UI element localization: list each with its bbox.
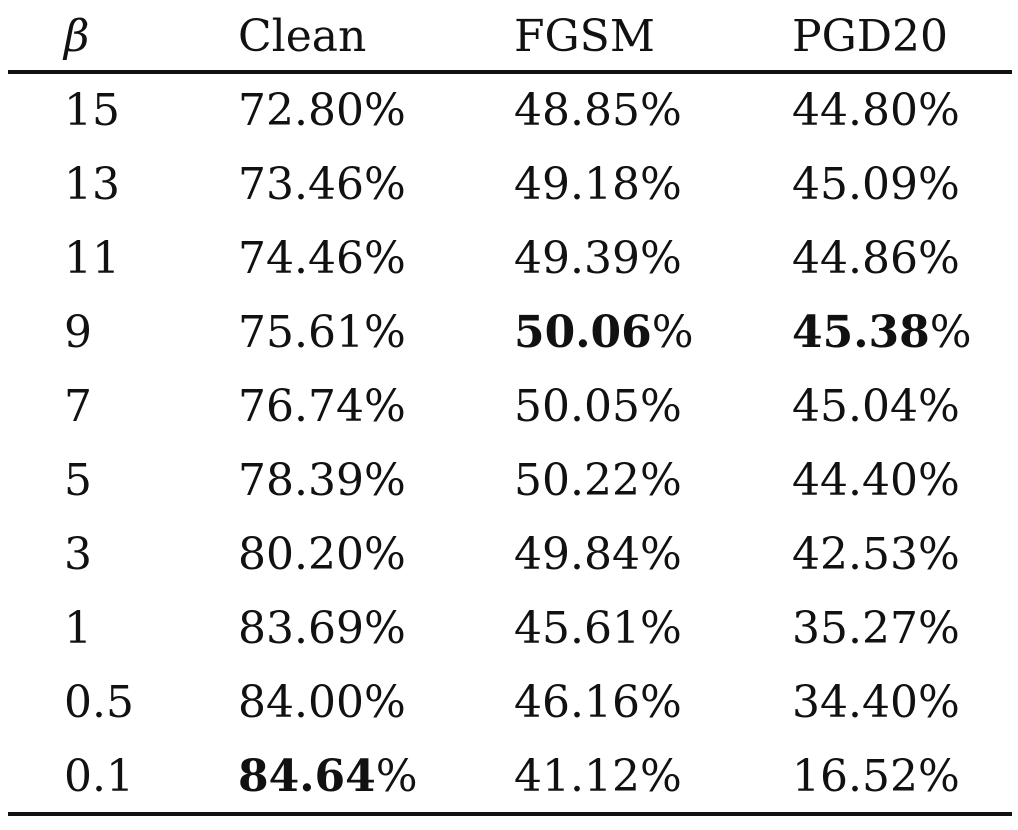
pgd20-best-percent: % [929, 307, 972, 358]
beta-cell: 0.1 [64, 751, 134, 802]
table-row: 0.1 84.64% 41.12% 16.52% [0, 740, 1018, 814]
pgd20-cell: 45.09% [792, 159, 960, 210]
beta-cell: 5 [64, 455, 92, 506]
fgsm-cell: 46.16% [514, 677, 682, 728]
clean-cell: 83.69% [238, 603, 406, 654]
table-row: 7 76.74% 50.05% 45.04% [0, 370, 1018, 444]
fgsm-best-percent: % [651, 307, 694, 358]
table-row: 9 75.61% 50.06% 45.38% [0, 296, 1018, 370]
clean-cell: 78.39% [238, 455, 406, 506]
clean-cell: 84.00% [238, 677, 406, 728]
beta-header: β [64, 11, 90, 62]
pgd20-best-number: 45.38 [792, 307, 930, 358]
fgsm-cell: 41.12% [514, 751, 682, 802]
pgd20-cell: 42.53% [792, 529, 960, 580]
fgsm-header: FGSM [514, 11, 655, 62]
fgsm-best-number: 50.06 [514, 307, 652, 358]
pgd20-cell: 45.04% [792, 381, 960, 432]
beta-cell: 1 [64, 603, 92, 654]
table-header-row: β Clean FGSM PGD20 [0, 0, 1018, 74]
clean-cell: 75.61% [238, 307, 406, 358]
fgsm-cell: 49.39% [514, 233, 682, 284]
pgd20-cell: 44.40% [792, 455, 960, 506]
clean-cell: 73.46% [238, 159, 406, 210]
fgsm-cell: 48.85% [514, 85, 682, 136]
beta-cell: 7 [64, 381, 92, 432]
bottom-rule [8, 812, 1012, 816]
table-row: 15 72.80% 48.85% 44.80% [0, 74, 1018, 148]
table-row: 11 74.46% 49.39% 44.86% [0, 222, 1018, 296]
beta-cell: 9 [64, 307, 92, 358]
beta-cell: 3 [64, 529, 92, 580]
clean-cell: 80.20% [238, 529, 406, 580]
fgsm-cell: 50.05% [514, 381, 682, 432]
table-row: 5 78.39% 50.22% 44.40% [0, 444, 1018, 518]
header-rule [8, 70, 1012, 74]
table-row: 3 80.20% 49.84% 42.53% [0, 518, 1018, 592]
clean-header: Clean [238, 11, 367, 62]
beta-cell: 11 [64, 233, 120, 284]
clean-best-percent: % [375, 751, 418, 802]
fgsm-cell: 45.61% [514, 603, 682, 654]
table-row: 13 73.46% 49.18% 45.09% [0, 148, 1018, 222]
clean-cell: 74.46% [238, 233, 406, 284]
clean-cell: 76.74% [238, 381, 406, 432]
pgd20-cell: 44.80% [792, 85, 960, 136]
clean-cell-best: 84.64% [238, 740, 418, 814]
pgd20-cell-best: 45.38% [792, 296, 972, 370]
fgsm-cell: 49.84% [514, 529, 682, 580]
beta-cell: 0.5 [64, 677, 134, 728]
clean-cell: 72.80% [238, 85, 406, 136]
table-row: 1 83.69% 45.61% 35.27% [0, 592, 1018, 666]
clean-best-number: 84.64 [238, 751, 376, 802]
fgsm-cell: 49.18% [514, 159, 682, 210]
pgd20-cell: 44.86% [792, 233, 960, 284]
beta-cell: 15 [64, 85, 120, 136]
beta-cell: 13 [64, 159, 120, 210]
pgd20-header: PGD20 [792, 11, 949, 62]
table-row: 0.5 84.00% 46.16% 34.40% [0, 666, 1018, 740]
pgd20-cell: 34.40% [792, 677, 960, 728]
pgd20-cell: 16.52% [792, 751, 960, 802]
pgd20-cell: 35.27% [792, 603, 960, 654]
fgsm-cell: 50.22% [514, 455, 682, 506]
fgsm-cell-best: 50.06% [514, 296, 694, 370]
